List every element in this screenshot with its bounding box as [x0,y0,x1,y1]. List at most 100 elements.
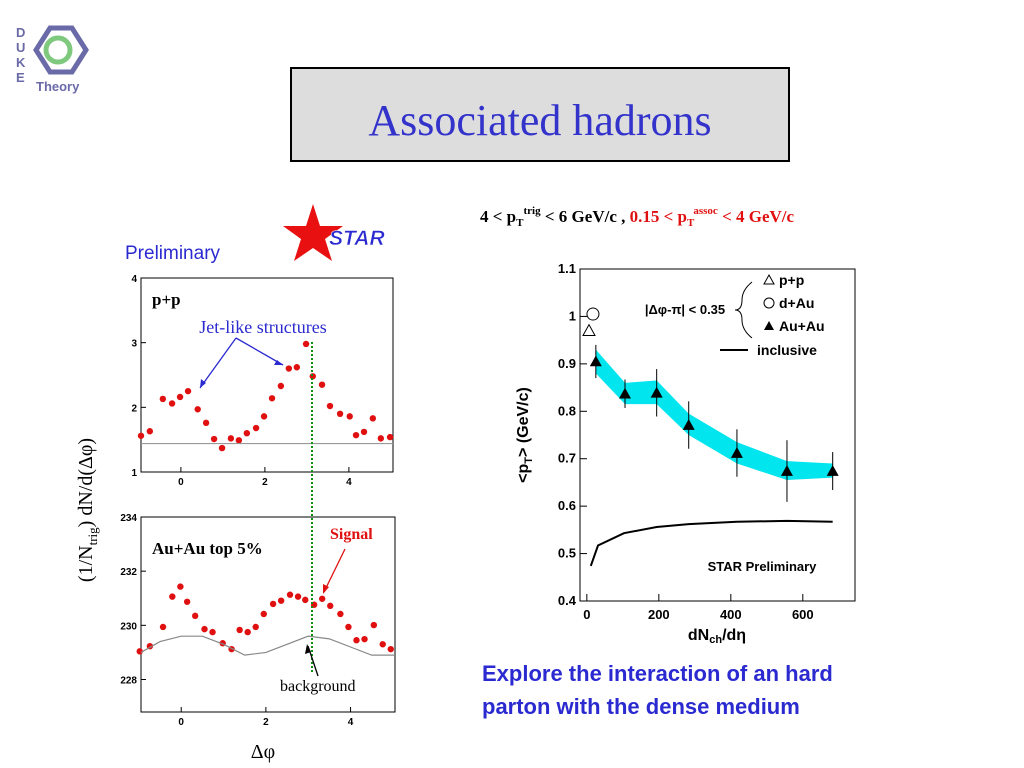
data-point [177,583,184,590]
data-point [209,628,216,636]
data-point [168,400,176,407]
preliminary-label: Preliminary [125,243,221,264]
data-point [337,610,344,618]
legend-swatch [763,273,775,285]
data-point [277,382,285,390]
logo-letter: E [16,70,25,85]
y-tick-label: 0.9 [558,356,576,371]
data-point [236,626,243,634]
annotation: STAR Preliminary [708,559,818,574]
y-tick-label: 230 [120,621,137,632]
title-box [290,67,790,162]
star-label: STAR [329,227,385,250]
data-point [269,600,277,608]
data-point [244,628,251,636]
data-point [235,437,243,444]
x-axis-label: dNch/dη [688,627,746,646]
data-point [589,355,602,367]
annotation: |Δφ-π| < 0.35 [645,302,725,317]
left-y-label: (1/Ntrig) dN/d(Δφ) [75,438,100,582]
y-tick-label: 0.6 [558,498,576,513]
data-point [352,431,360,439]
annotation: p+p [152,290,181,309]
legend-label: p+p [779,272,804,288]
data-point [146,428,154,435]
data-point [386,433,394,441]
x-tick-label: 2 [263,717,269,728]
x-tick-label: 200 [648,607,670,622]
data-point [286,591,294,598]
conclusion: parton with the dense medium [482,694,800,719]
y-tick-label: 0.7 [558,451,576,466]
y-tick-label: 1.1 [558,261,576,276]
data-point [285,365,293,372]
y-tick-label: 1 [131,468,137,479]
data-point [369,415,377,422]
x-tick-label: 0 [178,477,184,488]
logo-letter: K [16,55,26,70]
y-tick-label: 0.8 [558,403,576,418]
data-point [227,435,235,442]
data-point [159,395,167,403]
data-point [582,323,596,336]
data-point [218,444,226,452]
x-tick-label: 4 [348,717,354,728]
data-point [191,612,199,620]
data-point [318,595,326,602]
y-tick-label: 2 [131,403,137,414]
left-x-label: Δφ [251,741,275,763]
data-point [302,340,310,348]
slide-title: Associated hadrons [368,96,711,145]
data-point [202,419,210,427]
logo-circle [43,35,73,65]
data-point [293,364,301,371]
y-tick-label: 3 [131,339,137,350]
legend-label: inclusive [757,342,817,358]
data-point [387,645,394,653]
legend-label: Au+Au [779,318,825,334]
data-point [586,307,600,321]
data-point [353,637,360,644]
annotation-arrow [199,337,284,389]
logo-hexagon [33,25,89,75]
y-axis-label: <pT> (GeV/c) [515,387,535,483]
data-point [201,625,208,633]
data-point [318,381,326,388]
data-point [176,393,184,401]
data-point [252,424,260,432]
data-point [294,593,302,600]
x-tick-label: 400 [720,607,742,622]
data-point [379,641,386,648]
arrow-head [305,644,311,654]
x-tick-label: 0 [178,717,184,728]
x-tick-label: 600 [792,607,814,622]
data-point [260,610,267,618]
data-line [589,519,833,567]
data-point [336,410,344,417]
data-point [682,419,695,430]
data-point [650,386,663,398]
data-point [360,428,368,436]
data-point [377,435,385,442]
y-tick-label: 228 [120,676,137,687]
data-point [370,621,378,629]
data-point [184,387,192,395]
x-tick-label: 2 [262,477,268,488]
data-point [826,465,839,476]
data-point [243,430,251,437]
logo-letter: U [16,40,25,55]
data-point [252,623,259,631]
cut-label: 4 < pTtrig < 6 GeV/c , 0.15 < pTassoc < … [480,205,795,229]
data-point [260,413,268,420]
data-point [277,597,285,604]
x-tick-label: 0 [583,607,590,622]
conclusion: Explore the interaction of an hard [482,661,833,686]
legend-swatch [763,297,775,309]
logo: D U K E Theory [16,25,89,94]
data-point [169,593,176,600]
annotation: Signal [330,526,373,543]
data-point [137,432,145,439]
plot-frame [140,277,394,473]
data-point [159,623,167,631]
